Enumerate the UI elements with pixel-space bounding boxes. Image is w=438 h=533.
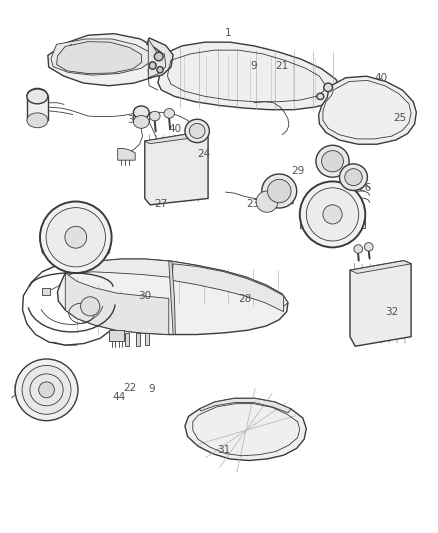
Text: 9: 9 xyxy=(251,61,257,70)
Polygon shape xyxy=(145,334,149,345)
Ellipse shape xyxy=(150,111,160,121)
Polygon shape xyxy=(148,39,166,78)
Polygon shape xyxy=(145,132,208,205)
Polygon shape xyxy=(65,273,169,335)
Text: 27: 27 xyxy=(155,199,168,209)
Text: 24: 24 xyxy=(197,149,210,159)
Ellipse shape xyxy=(134,116,149,128)
Polygon shape xyxy=(350,261,411,346)
Polygon shape xyxy=(65,259,288,306)
Ellipse shape xyxy=(81,297,100,316)
Polygon shape xyxy=(145,132,208,144)
Text: 40: 40 xyxy=(66,44,79,53)
Ellipse shape xyxy=(154,52,163,61)
Polygon shape xyxy=(134,112,149,122)
Ellipse shape xyxy=(364,243,373,251)
Ellipse shape xyxy=(164,109,174,118)
Ellipse shape xyxy=(40,201,112,273)
Ellipse shape xyxy=(268,179,291,203)
Polygon shape xyxy=(125,334,130,346)
Polygon shape xyxy=(51,39,151,75)
Text: 29: 29 xyxy=(291,166,304,176)
Text: 28: 28 xyxy=(239,294,252,304)
Polygon shape xyxy=(158,42,340,110)
Text: 44: 44 xyxy=(112,392,125,402)
Ellipse shape xyxy=(189,124,205,139)
Text: 1: 1 xyxy=(224,28,231,38)
Ellipse shape xyxy=(339,164,367,190)
Ellipse shape xyxy=(22,366,71,414)
Ellipse shape xyxy=(256,191,278,212)
Polygon shape xyxy=(318,76,417,144)
Text: 31: 31 xyxy=(217,445,230,455)
Text: 25: 25 xyxy=(394,112,407,123)
Text: 26: 26 xyxy=(359,183,372,193)
Text: 32: 32 xyxy=(385,306,398,317)
Polygon shape xyxy=(169,261,175,335)
Text: 37: 37 xyxy=(88,222,101,232)
Ellipse shape xyxy=(262,174,297,208)
Polygon shape xyxy=(300,217,365,228)
Ellipse shape xyxy=(321,151,343,172)
Polygon shape xyxy=(57,42,142,74)
Ellipse shape xyxy=(324,83,332,92)
Polygon shape xyxy=(109,330,124,341)
Polygon shape xyxy=(42,288,50,295)
Polygon shape xyxy=(199,398,291,413)
Text: 23: 23 xyxy=(247,199,260,209)
Ellipse shape xyxy=(354,245,363,253)
Ellipse shape xyxy=(134,106,149,119)
Polygon shape xyxy=(266,195,293,204)
Polygon shape xyxy=(136,334,141,346)
Text: 40: 40 xyxy=(374,73,387,83)
Text: 21: 21 xyxy=(276,61,289,70)
Ellipse shape xyxy=(27,89,48,104)
Ellipse shape xyxy=(316,146,349,177)
Ellipse shape xyxy=(39,382,54,398)
Polygon shape xyxy=(147,38,173,78)
Ellipse shape xyxy=(65,227,87,248)
Polygon shape xyxy=(57,259,288,335)
Ellipse shape xyxy=(27,113,48,128)
Ellipse shape xyxy=(300,181,365,247)
Polygon shape xyxy=(48,34,163,86)
Ellipse shape xyxy=(185,119,209,143)
Ellipse shape xyxy=(149,62,156,69)
Ellipse shape xyxy=(306,188,359,241)
Polygon shape xyxy=(185,398,306,461)
Text: 30: 30 xyxy=(138,290,152,301)
Polygon shape xyxy=(118,149,135,160)
Ellipse shape xyxy=(345,168,362,185)
Ellipse shape xyxy=(15,359,78,421)
Text: 40: 40 xyxy=(169,124,182,134)
Text: 22: 22 xyxy=(123,383,136,393)
Text: 37: 37 xyxy=(27,383,40,393)
Ellipse shape xyxy=(317,93,324,100)
Polygon shape xyxy=(172,264,284,312)
Ellipse shape xyxy=(157,67,163,73)
Ellipse shape xyxy=(323,205,342,224)
Text: 39: 39 xyxy=(127,115,141,125)
Polygon shape xyxy=(350,261,411,273)
Polygon shape xyxy=(27,96,48,120)
Text: 9: 9 xyxy=(148,384,155,394)
Polygon shape xyxy=(40,240,112,253)
Text: 8: 8 xyxy=(27,107,34,117)
Ellipse shape xyxy=(46,208,106,267)
